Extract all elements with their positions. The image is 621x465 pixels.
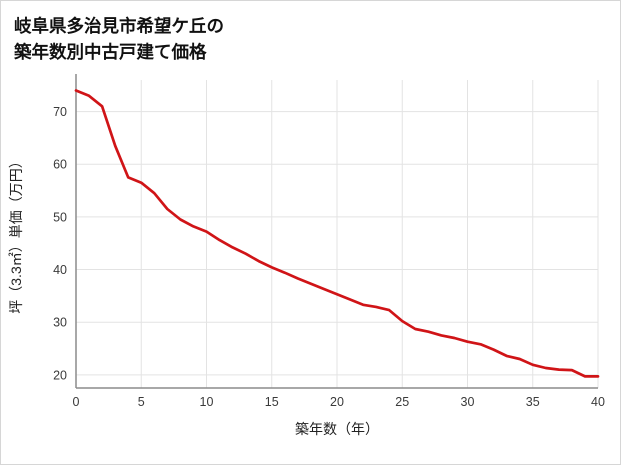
chart-svg: 20 30 40 50 60 70 0 5 10 15 20 25 30 35 40 築年数（年） 坪（3.3㎡…: [8, 73, 605, 437]
chart-title-line1: 岐阜県多治見市希望ケ丘の: [14, 16, 224, 36]
y-tick-label: 40: [53, 263, 67, 277]
chart-title: 岐阜県多治見市希望ケ丘の 築年数別中古戸建て価格: [1, 1, 620, 70]
x-axis-label: 築年数（年）: [295, 421, 379, 437]
x-tick-label: 5: [138, 395, 145, 409]
y-tick-label: 30: [53, 315, 67, 329]
price-line: [74, 88, 600, 378]
x-tick-label: 20: [330, 395, 344, 409]
x-tick-label: 30: [461, 395, 475, 409]
y-tick-label: 20: [53, 368, 67, 382]
x-tick-label: 35: [526, 395, 540, 409]
x-tick-label: 10: [200, 395, 214, 409]
y-tick-label: 60: [53, 157, 67, 171]
y-tick-label: 70: [53, 105, 67, 119]
x-tick-label: 0: [73, 395, 80, 409]
y-tick-label: 50: [53, 210, 67, 224]
chart-title-line2: 築年数別中古戸建て価格: [14, 42, 207, 63]
y-axis-label: 坪（3.3㎡）単価（万円）: [8, 154, 24, 313]
x-tick-label: 15: [265, 395, 279, 409]
x-tick-label: 40: [591, 395, 605, 409]
x-tick-label: 25: [395, 395, 409, 409]
